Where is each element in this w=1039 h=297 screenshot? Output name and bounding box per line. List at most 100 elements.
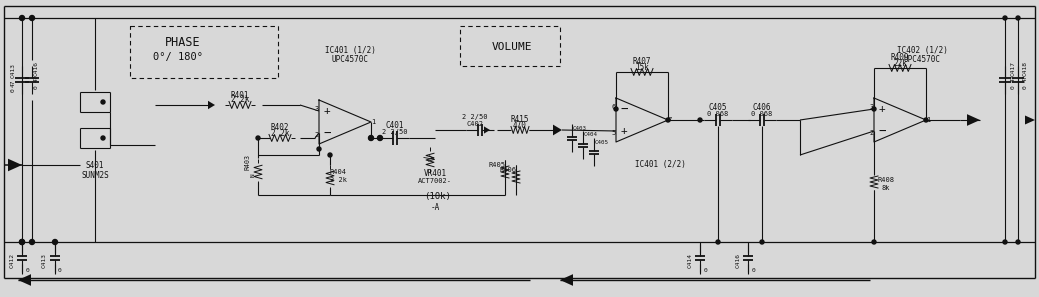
Text: -A: -A: [430, 203, 439, 211]
Circle shape: [614, 107, 618, 111]
Text: 1: 1: [371, 119, 375, 125]
Circle shape: [698, 118, 702, 122]
Polygon shape: [18, 274, 31, 286]
Text: N: N: [250, 173, 256, 177]
Text: 0 068: 0 068: [751, 111, 773, 117]
Text: 0: 0: [10, 88, 16, 92]
Circle shape: [1003, 240, 1007, 244]
Text: R401: R401: [231, 91, 249, 99]
Text: C413: C413: [10, 62, 16, 78]
Circle shape: [328, 153, 332, 157]
Polygon shape: [484, 127, 490, 134]
Text: 2 2k: 2 2k: [271, 129, 289, 138]
Text: 47: 47: [1022, 74, 1028, 82]
Text: C413: C413: [42, 252, 47, 268]
Text: 2: 2: [870, 130, 874, 136]
Circle shape: [1016, 16, 1020, 20]
Polygon shape: [8, 159, 22, 171]
Text: 470: 470: [513, 121, 527, 129]
Text: 7: 7: [668, 117, 672, 123]
Text: 0: 0: [703, 268, 707, 273]
Text: C406: C406: [752, 103, 771, 113]
Text: 6: 6: [612, 104, 616, 110]
Text: R404: R404: [329, 169, 346, 175]
Text: +: +: [879, 104, 885, 114]
Text: 0: 0: [1011, 85, 1015, 89]
Text: 0: 0: [33, 85, 38, 89]
Text: 0 068: 0 068: [708, 111, 728, 117]
Bar: [460, 26, 560, 66]
Text: 0°/ 180°: 0°/ 180°: [153, 52, 203, 62]
Text: C417: C417: [1011, 61, 1015, 75]
Text: 47: 47: [10, 79, 16, 87]
Text: C405: C405: [709, 103, 727, 113]
Text: 2 2/50: 2 2/50: [382, 129, 407, 135]
Text: 47: 47: [1011, 74, 1015, 82]
Text: R409: R409: [890, 53, 909, 62]
Circle shape: [256, 136, 260, 140]
Circle shape: [29, 15, 34, 20]
Bar: [130, 26, 278, 78]
Circle shape: [20, 15, 25, 20]
Text: −: −: [323, 127, 330, 140]
Circle shape: [1016, 240, 1020, 244]
Text: 2 2k: 2 2k: [231, 96, 249, 105]
Circle shape: [760, 240, 764, 244]
Polygon shape: [560, 274, 572, 286]
Text: +: +: [620, 126, 628, 136]
Text: 0: 0: [25, 268, 29, 273]
Text: 0: 0: [58, 268, 62, 273]
Text: R403: R403: [245, 154, 251, 170]
Text: 5: 5: [612, 130, 616, 136]
Circle shape: [369, 136, 373, 140]
Text: 0: 0: [751, 268, 755, 273]
Text: 1: 1: [926, 117, 930, 123]
Text: 2: 2: [315, 132, 319, 138]
Circle shape: [101, 100, 105, 104]
Text: 0: 0: [1022, 85, 1028, 89]
Text: ACT7002-: ACT7002-: [418, 178, 452, 184]
Circle shape: [53, 239, 57, 244]
Polygon shape: [208, 101, 215, 109]
Circle shape: [377, 135, 382, 140]
Polygon shape: [1025, 116, 1035, 124]
Text: R408: R408: [878, 177, 895, 183]
Text: SUNM2S: SUNM2S: [81, 170, 109, 179]
Circle shape: [101, 136, 105, 140]
Polygon shape: [553, 125, 562, 135]
Text: S401: S401: [86, 160, 104, 170]
Text: IC401 (1/2): IC401 (1/2): [324, 45, 375, 55]
Text: VR401: VR401: [424, 168, 447, 178]
Text: R407: R407: [633, 58, 651, 67]
Text: 8k: 8k: [882, 185, 890, 191]
Text: C416: C416: [33, 61, 38, 75]
Text: C404: C404: [584, 132, 598, 138]
Text: VOLUME: VOLUME: [491, 42, 532, 52]
Text: C401: C401: [385, 121, 404, 130]
Text: 3: 3: [870, 104, 874, 110]
Circle shape: [20, 239, 25, 244]
Polygon shape: [967, 114, 980, 126]
Text: 2 2k: 2 2k: [329, 177, 346, 183]
Text: C416: C416: [736, 252, 741, 268]
Circle shape: [872, 240, 876, 244]
Text: C412: C412: [9, 252, 15, 268]
Circle shape: [1003, 16, 1007, 20]
Text: −: −: [878, 124, 886, 138]
Text: C418: C418: [1022, 61, 1028, 75]
Text: C402: C402: [467, 121, 483, 127]
Text: 47: 47: [33, 74, 38, 82]
Text: 3: 3: [315, 106, 319, 112]
Text: C414: C414: [688, 252, 693, 268]
Text: UPC4570C: UPC4570C: [331, 55, 369, 64]
Text: PHASE: PHASE: [165, 36, 201, 48]
Text: UPC4570C: UPC4570C: [904, 55, 940, 64]
Circle shape: [378, 136, 382, 140]
Text: IC402 (1/2): IC402 (1/2): [897, 45, 948, 55]
Text: 2 2/50: 2 2/50: [462, 114, 487, 120]
Text: +: +: [323, 106, 330, 116]
Text: 22k: 22k: [894, 59, 907, 67]
Text: R406: R406: [500, 167, 516, 173]
Text: (10k): (10k): [425, 192, 451, 200]
Circle shape: [872, 107, 876, 111]
